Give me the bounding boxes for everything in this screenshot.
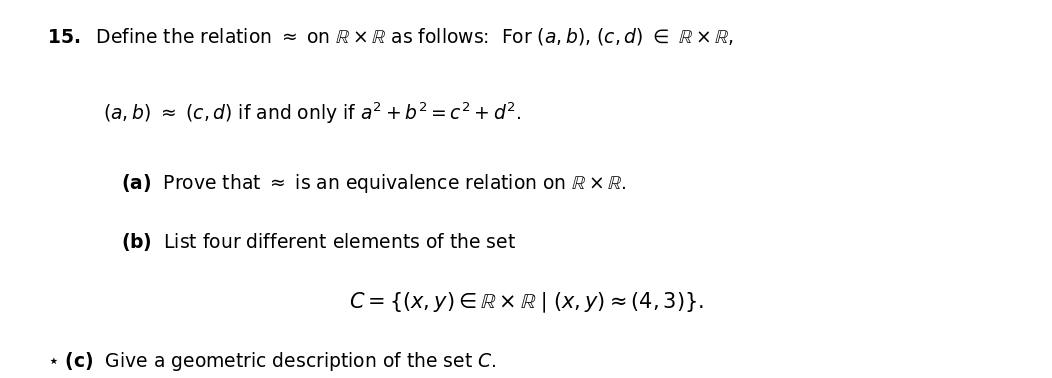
Text: $\bf{(a)}$  Prove that $\approx$ is an equivalence relation on $\mathbb{R} \time: $\bf{(a)}$ Prove that $\approx$ is an eq… (121, 172, 626, 195)
Text: $(a, b)$ $\approx$ $(c, d)$ if and only if $a^2 + b^2 = c^2 + d^2$.: $(a, b)$ $\approx$ $(c, d)$ if and only … (103, 100, 522, 125)
Text: $\bf{(b)}$  List four different elements of the set: $\bf{(b)}$ List four different elements … (121, 231, 517, 253)
Text: $\bf{15.}$  Define the relation $\approx$ on $\mathbb{R} \times \mathbb{R}$ as f: $\bf{15.}$ Define the relation $\approx$… (47, 26, 734, 48)
Text: $C = \{(x, y) \in \mathbb{R} \times \mathbb{R} \mid (x, y) \approx (4, 3)\}.$: $C = \{(x, y) \in \mathbb{R} \times \mat… (348, 291, 704, 315)
Text: $\star$ $\bf{(c)}$  Give a geometric description of the set $C$.: $\star$ $\bf{(c)}$ Give a geometric desc… (47, 350, 497, 373)
